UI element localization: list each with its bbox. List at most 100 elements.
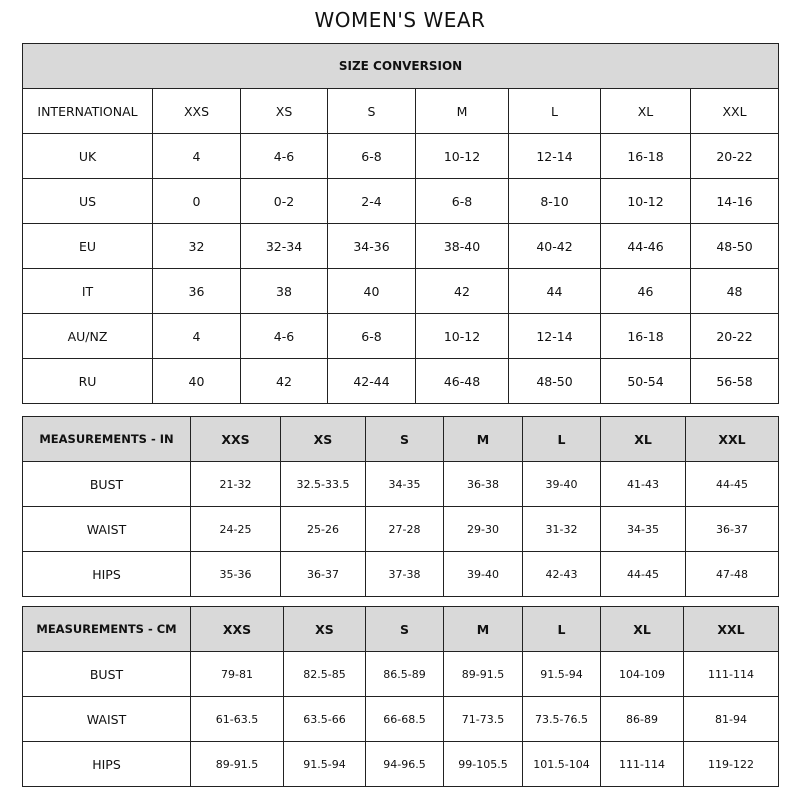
table-cell: 89-91.5 — [190, 741, 284, 787]
table-cell: 10-12 — [415, 313, 509, 359]
table-cell: 91.5-94 — [283, 741, 366, 787]
table-cell: 36 — [152, 268, 241, 314]
table-cell: 40 — [327, 268, 416, 314]
row-label: INTERNATIONAL — [22, 88, 153, 134]
table-cell: XXS — [152, 88, 241, 134]
table-cell: 86-89 — [600, 696, 684, 742]
table-cell: 14-16 — [689, 178, 780, 224]
table-cell: 25-26 — [280, 506, 366, 552]
table-cell: 16-18 — [600, 313, 691, 359]
table-cell: 36-37 — [685, 506, 779, 552]
table-row: EU 32 32-34 34-36 38-40 40-42 44-46 48-50 — [22, 223, 780, 269]
table-cell: 48 — [689, 268, 780, 314]
table-cell: 81-94 — [683, 696, 779, 742]
row-label: UK — [22, 133, 153, 179]
table-cell: 40-42 — [508, 223, 601, 269]
table-cell: 79-81 — [190, 651, 284, 697]
table-cell: 40 — [152, 358, 241, 404]
table-cell: 42 — [415, 268, 509, 314]
table-cell: 21-32 — [190, 461, 281, 507]
table-row: HIPS 89-91.5 91.5-94 94-96.5 99-105.5 101.5-1… — [22, 741, 779, 787]
header-row: INTERNATIONAL XXS XS S M L XL XXL — [22, 88, 780, 134]
table-caption: SIZE CONVERSION — [21, 43, 780, 89]
table-cell: 36-37 — [280, 551, 366, 597]
table-cell: 4-6 — [240, 313, 328, 359]
table-cell: 32-34 — [240, 223, 328, 269]
table-cell: 47-48 — [685, 551, 779, 597]
table-cell: 31-32 — [522, 506, 601, 552]
table-cell: XL — [600, 88, 691, 134]
table-cell: 46 — [600, 268, 691, 314]
row-label: BUST — [22, 651, 191, 697]
table-cell: XL — [600, 416, 686, 462]
header-row: MEASUREMENTS - IN XXS XS S M L XL XXL — [22, 416, 779, 462]
measurements-cm-table: MEASUREMENTS - CM XXS XS S M L XL XXL BUST 79-81 8… — [22, 606, 779, 787]
row-label: WAIST — [22, 696, 191, 742]
table-cell: 27-28 — [365, 506, 444, 552]
table-cell: 42 — [240, 358, 328, 404]
table-cell: 91.5-94 — [522, 651, 601, 697]
table-cell: 34-36 — [327, 223, 416, 269]
table-cell: 86.5-89 — [365, 651, 444, 697]
table-cell: 39-40 — [443, 551, 523, 597]
table-cell: XXL — [683, 606, 779, 652]
table-row: US 0 0-2 2-4 6-8 8-10 10-12 14-16 — [22, 178, 780, 224]
table-cell: 6-8 — [415, 178, 509, 224]
table-cell: S — [327, 88, 416, 134]
table-cell: 38-40 — [415, 223, 509, 269]
header-row: MEASUREMENTS - CM XXS XS S M L XL XXL — [22, 606, 779, 652]
table-cell: 41-43 — [600, 461, 686, 507]
table-cell: 44 — [508, 268, 601, 314]
table-cell: 10-12 — [600, 178, 691, 224]
table-cell: 42-44 — [327, 358, 416, 404]
table-cell: 2-4 — [327, 178, 416, 224]
table-cell: 20-22 — [689, 133, 780, 179]
table-cell: 20-22 — [689, 313, 780, 359]
table-cell: 37-38 — [365, 551, 444, 597]
table-cell: 8-10 — [508, 178, 601, 224]
row-label: MEASUREMENTS - IN — [22, 416, 191, 462]
table-cell: 48-50 — [689, 223, 780, 269]
table-cell: XS — [240, 88, 328, 134]
table-cell: 42-43 — [522, 551, 601, 597]
page-title: WOMEN'S WEAR — [314, 8, 486, 32]
table-cell: 111-114 — [600, 741, 684, 787]
table-row: UK 4 4-6 6-8 10-12 12-14 16-18 20-22 — [22, 133, 780, 179]
table-cell: 32 — [152, 223, 241, 269]
table-cell: XS — [280, 416, 366, 462]
table-cell: S — [365, 606, 444, 652]
table-row: RU 40 42 42-44 46-48 48-50 50-54 56-58 — [22, 358, 780, 404]
row-label: BUST — [22, 461, 191, 507]
table-cell: 61-63.5 — [190, 696, 284, 742]
table-row: IT 36 38 40 42 44 46 48 — [22, 268, 780, 314]
row-label: HIPS — [22, 551, 191, 597]
row-label: IT — [22, 268, 153, 314]
table-cell: 32.5-33.5 — [280, 461, 366, 507]
size-conversion-table: SIZE CONVERSION INTERNATIONAL XXS XS S M L XL X… — [21, 43, 780, 404]
table-cell: 16-18 — [600, 133, 691, 179]
table-cell: XS — [283, 606, 366, 652]
table-cell: XXL — [689, 88, 780, 134]
table-cell: 4-6 — [240, 133, 328, 179]
table-cell: 44-45 — [685, 461, 779, 507]
table-cell: M — [415, 88, 509, 134]
table-cell: 10-12 — [415, 133, 509, 179]
table-cell: 56-58 — [689, 358, 780, 404]
table-cell: 101.5-104 — [522, 741, 601, 787]
table-cell: 46-48 — [415, 358, 509, 404]
table-cell: 66-68.5 — [365, 696, 444, 742]
table-cell: 48-50 — [508, 358, 601, 404]
row-label: WAIST — [22, 506, 191, 552]
table-cell: 63.5-66 — [283, 696, 366, 742]
table-cell: 38 — [240, 268, 328, 314]
table-cell: L — [522, 416, 601, 462]
table-cell: 82.5-85 — [283, 651, 366, 697]
row-label: EU — [22, 223, 153, 269]
table-cell: L — [522, 606, 601, 652]
row-label: US — [22, 178, 153, 224]
table-cell: M — [443, 606, 523, 652]
table-cell: 99-105.5 — [443, 741, 523, 787]
table-cell: 34-35 — [600, 506, 686, 552]
table-row: AU/NZ 4 4-6 6-8 10-12 12-14 16-18 20-22 — [22, 313, 780, 359]
table-cell: XL — [600, 606, 684, 652]
